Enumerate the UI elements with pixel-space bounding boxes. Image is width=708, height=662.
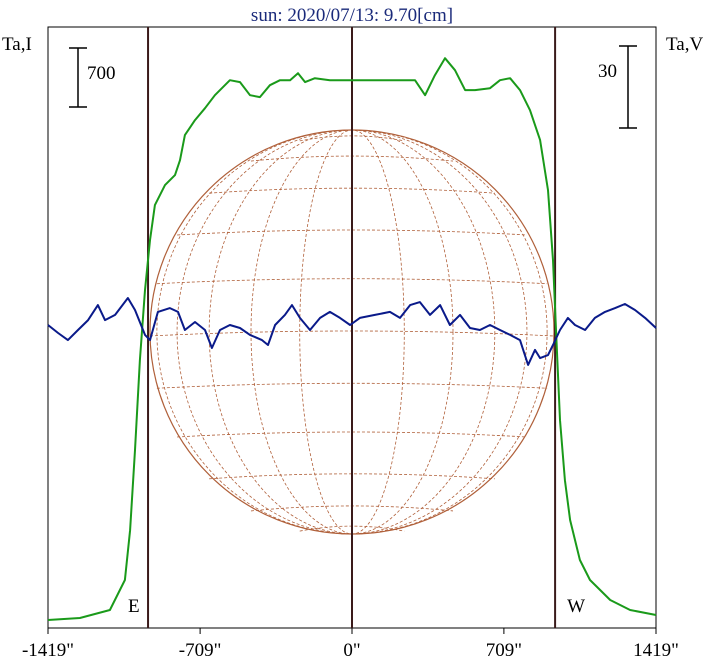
scale-bar-label: 30: [598, 61, 617, 82]
x-tick-label: 0": [343, 640, 360, 661]
meridian: [250, 129, 454, 535]
scale-bar-label: 700: [87, 63, 116, 84]
y-axis-label: Ta,I: [2, 34, 32, 55]
series-line: [47, 297, 657, 366]
series-line: [47, 57, 657, 621]
x-tick-label: -1419": [22, 640, 74, 661]
limb-label: E: [128, 596, 140, 617]
x-tick-label: 709": [486, 640, 522, 661]
chart-title: sun: 2020/07/13: 9.70[cm]: [251, 5, 453, 26]
x-tick-label: 1419": [633, 640, 679, 661]
y2-axis-label: Ta,V: [666, 34, 703, 55]
x-tick-label: -709": [179, 640, 222, 661]
limb-label: W: [567, 596, 585, 617]
